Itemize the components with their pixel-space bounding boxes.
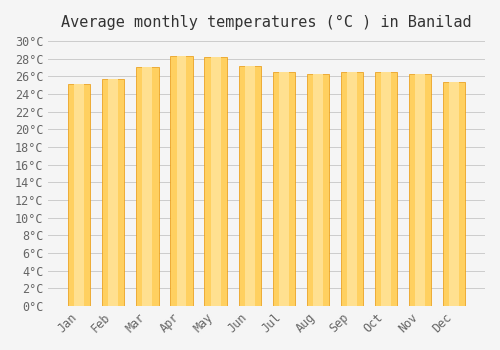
Bar [74,84,85,306]
Bar [409,75,431,306]
Bar [238,66,260,306]
Bar [176,56,186,306]
Bar [449,82,459,306]
Bar [443,82,465,306]
Bar [244,66,254,306]
Title: Average monthly temperatures (°C ) in Banilad: Average monthly temperatures (°C ) in Ba… [62,15,472,30]
Bar [142,68,152,306]
Bar [341,72,363,306]
Bar [108,79,118,306]
Bar [170,56,192,306]
Bar [347,72,357,306]
Bar [415,75,425,306]
Bar [313,75,323,306]
Bar [375,72,397,306]
Bar [272,72,295,306]
Bar [204,57,227,306]
Bar [136,68,158,306]
Bar [68,84,90,306]
Bar [306,75,329,306]
Bar [210,57,220,306]
Bar [381,72,391,306]
Bar [278,72,288,306]
Bar [102,79,124,306]
